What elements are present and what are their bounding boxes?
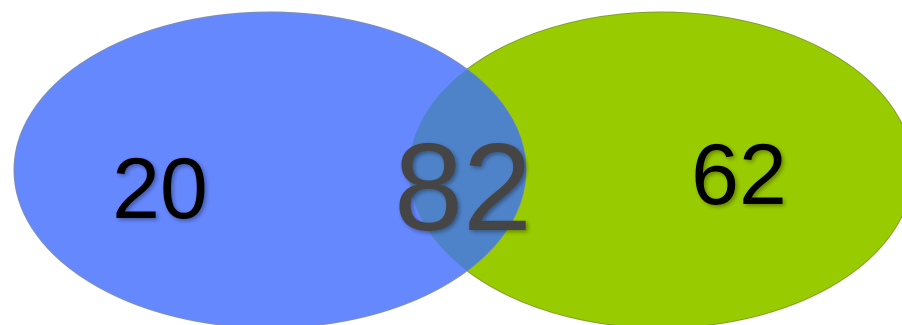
set-overlap-count: 82 [394,119,532,257]
set-left-count: 20 [112,141,208,237]
set-right-count: 62 [691,127,787,223]
